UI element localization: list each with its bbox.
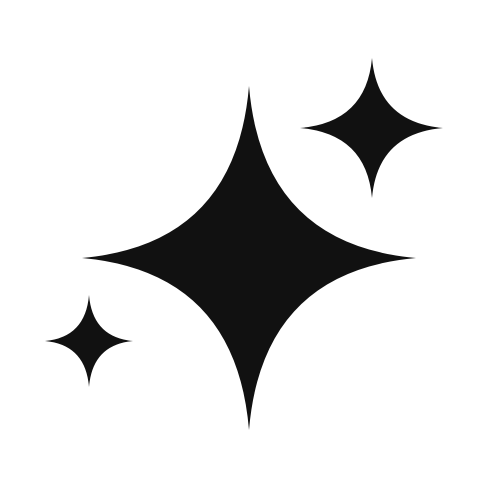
large-sparkle	[82, 86, 416, 430]
sparkles-group	[45, 58, 443, 430]
small-sparkle-bottom-left	[45, 295, 133, 387]
small-sparkle-top-right	[300, 58, 443, 198]
